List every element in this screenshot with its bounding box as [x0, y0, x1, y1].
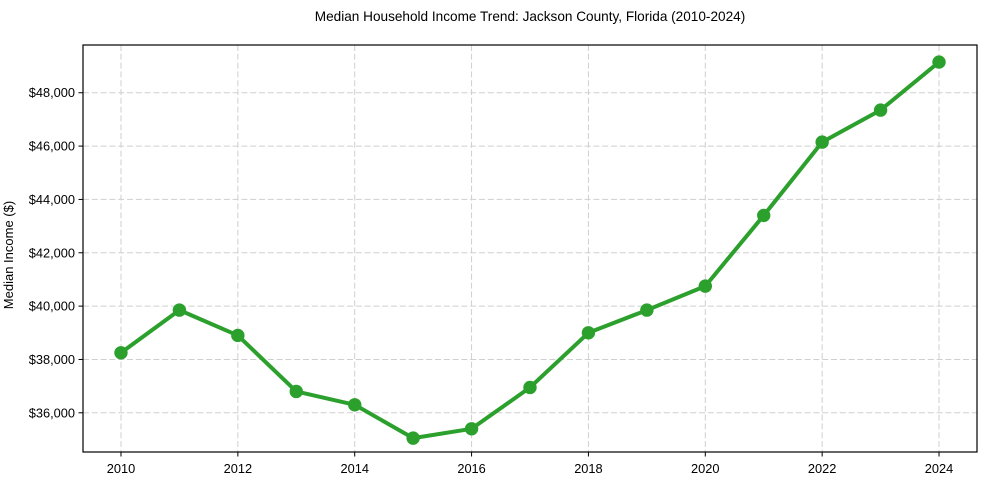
- y-tick-label-48000: $48,000: [29, 85, 75, 100]
- data-point-2024: [932, 55, 946, 69]
- x-tick-label-2022: 2022: [808, 461, 836, 476]
- data-point-2017: [523, 380, 537, 395]
- x-tick-label-2014: 2014: [340, 461, 368, 476]
- data-point-2012: [231, 328, 245, 343]
- data-point-2011: [172, 303, 187, 317]
- data-point-2015: [406, 431, 420, 445]
- y-tick-label-38000: $38,000: [29, 352, 75, 367]
- chart-title: Median Household Income Trend: Jackson C…: [315, 9, 745, 24]
- y-axis-label: Median Income ($): [1, 201, 16, 309]
- plot-border: [82, 44, 978, 453]
- data-point-2023: [873, 103, 888, 117]
- data-point-2013: [289, 384, 303, 399]
- y-tick-label-46000: $46,000: [29, 139, 75, 154]
- x-tick-label-2024: 2024: [925, 461, 953, 476]
- data-point-2016: [464, 422, 479, 436]
- data-point-2021: [757, 208, 771, 223]
- y-tick-label-44000: $44,000: [29, 192, 75, 207]
- data-point-2014: [348, 398, 362, 412]
- y-tick-label-36000: $36,000: [29, 405, 75, 420]
- data-point-2020: [698, 279, 712, 293]
- x-tick-label-2020: 2020: [691, 461, 719, 476]
- x-tick-label-2010: 2010: [107, 461, 135, 476]
- data-point-2018: [581, 326, 596, 340]
- x-tick-label-2012: 2012: [224, 461, 252, 476]
- x-tick-label-2016: 2016: [457, 461, 485, 476]
- x-tick-label-2018: 2018: [574, 461, 602, 476]
- y-tick-label-42000: $42,000: [29, 245, 75, 260]
- data-point-2019: [640, 303, 654, 317]
- data-point-2022: [815, 135, 829, 149]
- plot-area: 2010 2012 2014 2016 2018 2020 2022 2024 $36,000 $…: [29, 44, 978, 476]
- y-tick-label-40000: $40,000: [29, 299, 75, 314]
- data-point-2010: [114, 346, 128, 360]
